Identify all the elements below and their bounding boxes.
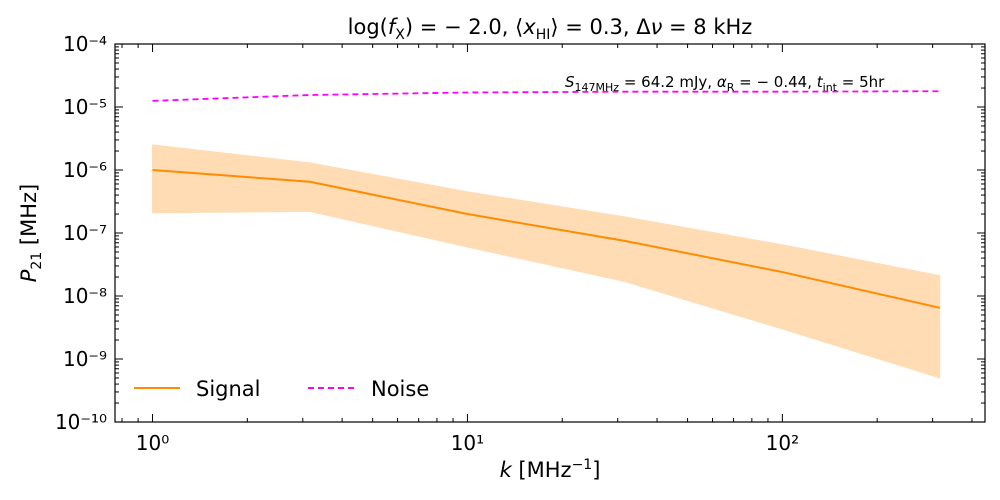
signal-line bbox=[152, 169, 940, 309]
legend-signal-label: Signal bbox=[196, 377, 261, 401]
legend: Signal Noise bbox=[134, 377, 429, 401]
x-tick-label: 10¹ bbox=[451, 431, 484, 455]
y-tick-label: 10⁻⁹ bbox=[63, 347, 107, 371]
legend-noise-label: Noise bbox=[371, 377, 429, 401]
y-tick-label: 10⁻⁸ bbox=[63, 284, 107, 308]
y-tick-label: 10⁻⁷ bbox=[63, 221, 107, 245]
ticks-layer bbox=[115, 43, 985, 423]
y-tick-label: 10⁻⁵ bbox=[63, 95, 107, 119]
y-tick-label: 10⁻⁶ bbox=[63, 158, 107, 182]
y-tick-label: 10⁻⁴ bbox=[63, 32, 107, 56]
chart-title: log(fX) = − 2.0, ⟨xHI⟩ = 0.3, Δν = 8 kHz bbox=[348, 15, 753, 43]
signal-band bbox=[152, 144, 941, 379]
noise-line bbox=[152, 90, 940, 102]
y-tick-label: 10⁻¹⁰ bbox=[55, 410, 107, 434]
x-axis-label: k [MHz−1] bbox=[500, 457, 601, 482]
labels-layer: 10⁰ 10¹ 10² 10⁻¹⁰ 10⁻⁹ 10⁻⁸ 10⁻⁷ 10⁻⁶ 10⁻⁵ 10⁻⁴ bbox=[55, 32, 799, 455]
chart-annotation: S147MHz = 64.2 mJy, αR = − 0.44, tint = … bbox=[565, 73, 885, 94]
data-layer bbox=[152, 90, 941, 379]
x-tick-label: 10² bbox=[766, 431, 799, 455]
y-axis-label: P21 [MHz] bbox=[17, 184, 45, 283]
x-tick-label: 10⁰ bbox=[136, 431, 169, 455]
